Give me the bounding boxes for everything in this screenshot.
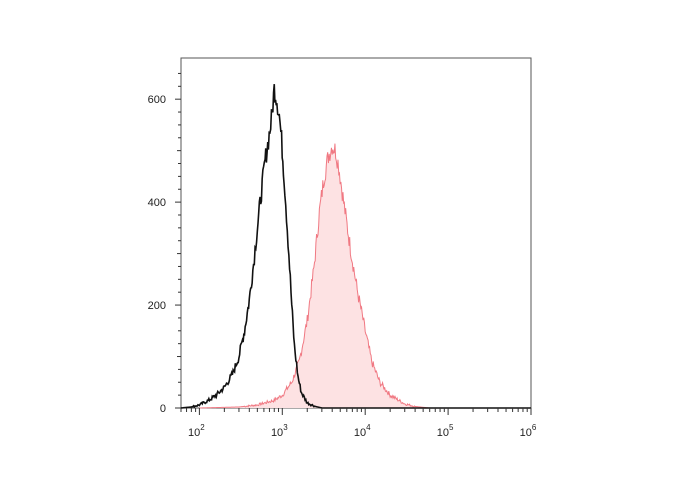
x-tick-label: 106 [520, 423, 537, 439]
x-tick-label: 104 [354, 423, 371, 439]
x-tick-label: 103 [271, 423, 288, 439]
x-tick-label: 105 [437, 423, 454, 439]
series-1-area [199, 143, 531, 408]
y-tick-label: 200 [148, 300, 166, 312]
y-tick-label: 400 [148, 197, 166, 209]
series-layer [180, 84, 531, 409]
y-tick-label: 600 [148, 94, 166, 106]
x-axis: 102 103 104 105 106 [180, 408, 537, 439]
x-tick-label: 102 [188, 423, 205, 439]
y-tick-label: 0 [160, 403, 166, 415]
y-axis: 0 200 400 600 [148, 72, 181, 415]
